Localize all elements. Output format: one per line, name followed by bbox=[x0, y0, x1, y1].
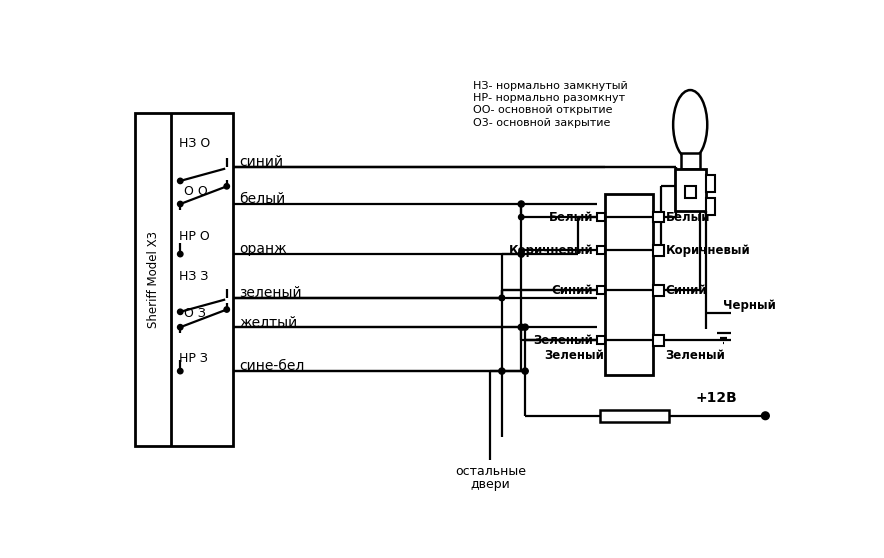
Text: двери: двери bbox=[470, 478, 510, 491]
Circle shape bbox=[499, 368, 505, 374]
Text: НР З: НР З bbox=[179, 352, 208, 364]
Circle shape bbox=[518, 324, 524, 330]
Bar bbox=[681, 153, 699, 169]
Text: НЗ- нормально замкнутый: НЗ- нормально замкнутый bbox=[473, 81, 628, 91]
Circle shape bbox=[178, 309, 183, 315]
Bar bbox=[705, 198, 715, 215]
Bar bbox=[705, 175, 715, 192]
Text: белый: белый bbox=[240, 193, 286, 206]
Text: синий: синий bbox=[240, 156, 283, 170]
Text: Коричневый: Коричневый bbox=[508, 244, 593, 257]
Circle shape bbox=[519, 214, 524, 220]
Bar bbox=[135, 113, 233, 446]
Text: желтый: желтый bbox=[240, 316, 297, 330]
Text: Синий: Синий bbox=[666, 284, 707, 297]
Circle shape bbox=[224, 184, 230, 189]
Bar bbox=[600, 410, 668, 422]
Circle shape bbox=[178, 368, 183, 374]
Text: остальные: остальные bbox=[454, 465, 526, 478]
Circle shape bbox=[178, 251, 183, 257]
Text: О3- основной закрытие: О3- основной закрытие bbox=[473, 118, 611, 128]
Circle shape bbox=[224, 307, 230, 312]
Bar bbox=[653, 245, 664, 256]
Bar bbox=[653, 285, 664, 296]
Text: НЗ З: НЗ З bbox=[179, 270, 208, 283]
Bar bbox=[598, 247, 605, 254]
Text: Белый: Белый bbox=[549, 210, 593, 224]
Text: НЗ О: НЗ О bbox=[179, 137, 210, 151]
Text: +12В: +12В bbox=[696, 391, 737, 405]
Text: Sheriff Model X3: Sheriff Model X3 bbox=[147, 231, 160, 328]
Circle shape bbox=[178, 201, 183, 206]
Text: оранж: оранж bbox=[240, 242, 287, 257]
Text: Зеленый: Зеленый bbox=[533, 334, 593, 347]
Text: Зеленый: Зеленый bbox=[666, 349, 725, 362]
Circle shape bbox=[761, 412, 769, 420]
Circle shape bbox=[519, 251, 524, 257]
Text: ОО- основной открытие: ОО- основной открытие bbox=[473, 105, 613, 116]
Bar bbox=[605, 194, 653, 375]
Bar bbox=[598, 336, 605, 344]
Text: Коричневый: Коричневый bbox=[666, 244, 751, 257]
Circle shape bbox=[178, 178, 183, 184]
Text: Черный: Черный bbox=[723, 299, 775, 312]
Circle shape bbox=[499, 295, 505, 301]
Bar bbox=[685, 186, 696, 198]
Text: НР О: НР О bbox=[179, 230, 210, 243]
Circle shape bbox=[522, 368, 529, 374]
Ellipse shape bbox=[673, 90, 707, 160]
Text: Белый: Белый bbox=[666, 210, 710, 224]
Circle shape bbox=[522, 324, 529, 330]
Text: О З: О З bbox=[184, 307, 206, 320]
Text: Зеленый: Зеленый bbox=[545, 349, 605, 362]
Text: О О: О О bbox=[184, 185, 208, 198]
Bar bbox=[653, 211, 664, 223]
Text: НР- нормально разомкнут: НР- нормально разомкнут bbox=[473, 93, 625, 103]
Circle shape bbox=[499, 295, 505, 301]
Text: зеленый: зеленый bbox=[240, 286, 301, 300]
Text: Синий: Синий bbox=[552, 284, 593, 297]
Bar bbox=[674, 169, 705, 211]
Circle shape bbox=[178, 325, 183, 330]
Circle shape bbox=[518, 201, 524, 207]
Bar bbox=[598, 286, 605, 294]
Bar bbox=[653, 335, 664, 346]
Circle shape bbox=[518, 251, 524, 257]
Text: сине-бел: сине-бел bbox=[240, 359, 304, 373]
Bar bbox=[598, 213, 605, 221]
